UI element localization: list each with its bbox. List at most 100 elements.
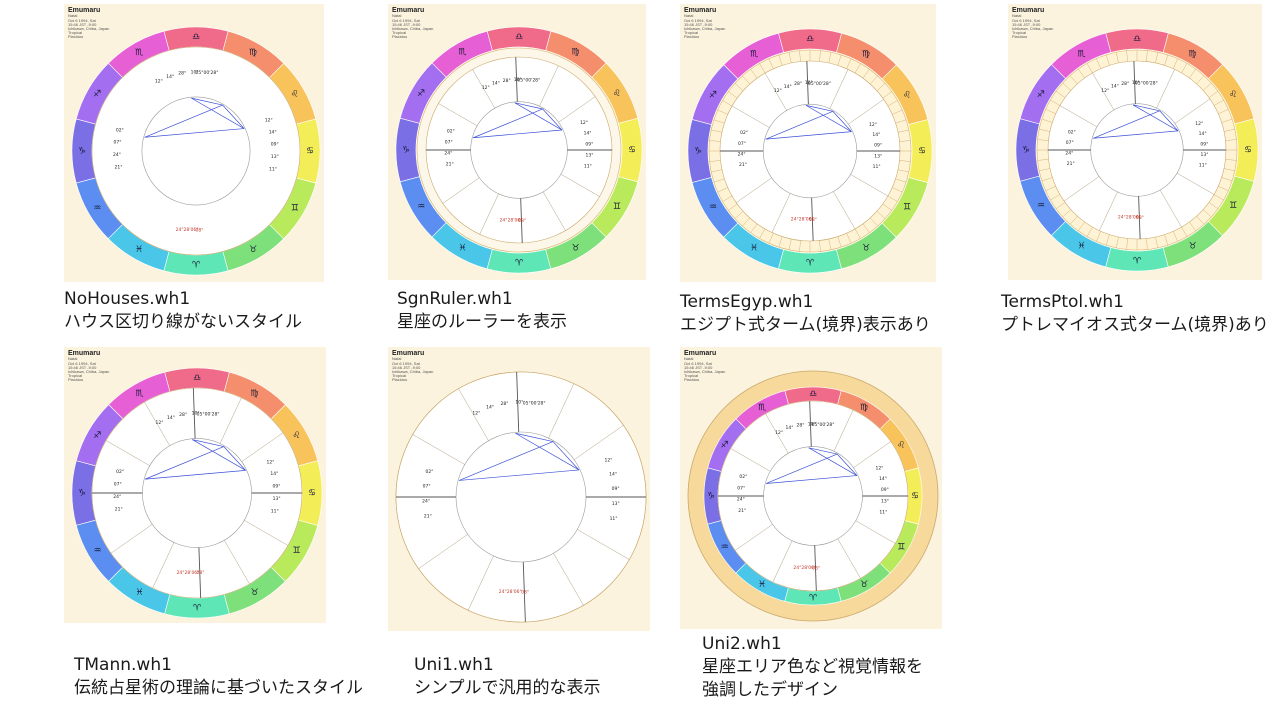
terms-tick xyxy=(846,233,852,244)
terms-tick xyxy=(717,109,728,115)
terms-tick xyxy=(1041,118,1053,123)
planet-label-left: 24° xyxy=(444,151,452,157)
chart-card-uni1[interactable]: Emumaru Natal Oct 6 1994, Sat 15:46 JST … xyxy=(388,347,650,631)
zodiac-glyph: ♓ xyxy=(1077,242,1085,252)
planet-label-top: 10° xyxy=(808,421,816,427)
planet-label-left: 21° xyxy=(446,162,454,168)
planet-label-top: 10° xyxy=(1132,80,1140,86)
zodiac-glyph: ♓ xyxy=(458,243,466,253)
inner-circle xyxy=(470,101,568,199)
terms-tick xyxy=(1045,186,1056,191)
chart-card-tmann[interactable]: Emumaru Natal Oct 6 1994, Sat 15:46 JST … xyxy=(64,347,326,623)
planet-label-top: 12° xyxy=(482,85,490,91)
planet-label-top: 28° xyxy=(501,401,509,407)
zodiac-glyph: ♍ xyxy=(571,48,579,58)
terms-tick xyxy=(1069,75,1078,84)
planet-label-top: 05°00'28° xyxy=(523,400,546,406)
terms-tick xyxy=(862,69,870,79)
terms-tick xyxy=(1203,82,1212,91)
caption-filename: TMann.wh1 xyxy=(74,655,172,675)
planet-label-top: 14° xyxy=(166,74,174,80)
planet-label-top: 05°00'28° xyxy=(196,70,219,76)
aspect-line xyxy=(836,453,858,476)
zodiac-glyph: ♒ xyxy=(721,543,729,553)
terms-tick xyxy=(1173,231,1178,242)
aspect-line xyxy=(765,111,834,140)
zodiac-glyph: ♑ xyxy=(78,147,86,157)
chart-card-termsptol[interactable]: Emumaru Natal Oct 6 1994, Sat 15:46 JST … xyxy=(1008,4,1262,280)
terms-tick xyxy=(1116,237,1119,248)
house-cusp-line xyxy=(1063,176,1100,202)
zodiac-wheel: ♑♒♓♈♉♊♋♌♍♎♏♐05°00'28°10°28°14°12°02°07°2… xyxy=(395,371,647,623)
house-cusp-line xyxy=(458,388,489,441)
planet-label-top: 10° xyxy=(191,69,199,75)
planet-label-bottom: 08° xyxy=(518,218,526,224)
chart-card-termsegyp[interactable]: Emumaru Natal Oct 6 1994, Sat 15:46 JST … xyxy=(680,4,936,282)
chart-header: Emumaru Natal Oct 6 1994, Sat 15:46 JST … xyxy=(684,7,726,40)
terms-tick xyxy=(1224,129,1235,132)
terms-tick xyxy=(1126,238,1128,250)
terms-tick xyxy=(887,100,898,107)
chart-card-uni2[interactable]: Emumaru Natal Oct 6 1994, Sat 15:46 JST … xyxy=(680,347,942,629)
planet-label-left: 07° xyxy=(445,139,453,145)
chart-header: Emumaru Natal Oct 6 1994, Sat 15:46 JST … xyxy=(68,7,110,40)
terms-tick xyxy=(1221,177,1233,182)
terms-tick xyxy=(1225,139,1237,141)
zodiac-glyph: ♐ xyxy=(721,441,729,451)
inner-circle xyxy=(762,103,858,199)
caption-description: 星座エリア色など視覚情報を xyxy=(702,657,923,677)
house-cusp-line xyxy=(1133,61,1136,104)
planet-label-bottom: 08° xyxy=(195,227,203,233)
zodiac-glyph: ♎ xyxy=(515,33,523,43)
zodiac-glyph: ♋ xyxy=(628,146,636,156)
planet-label-bottom: 24°28'06° xyxy=(1118,215,1141,221)
terms-tick xyxy=(837,54,842,66)
house-cusp-line xyxy=(467,555,494,611)
terms-tick xyxy=(799,50,801,62)
terms-tick xyxy=(1039,168,1050,171)
planet-label-bottom: 24°28'06° xyxy=(500,218,523,224)
house-cusp-line xyxy=(412,434,465,465)
terms-tick xyxy=(895,178,907,183)
house-cusp-line xyxy=(520,198,523,243)
house-cusp-line xyxy=(730,448,771,472)
zodiac-glyph: ♋ xyxy=(911,492,919,502)
chart-card-nohouses[interactable]: Emumaru Natal Oct 6 1994, Sat 15:46 JST … xyxy=(64,4,324,282)
zodiac-glyph: ♒ xyxy=(93,204,101,214)
terms-tick xyxy=(728,203,738,211)
terms-tick xyxy=(862,223,870,233)
zodiac-glyph: ♐ xyxy=(93,90,101,100)
aspect-line xyxy=(192,439,246,471)
aspect-line xyxy=(145,446,224,480)
zodiac-glyph: ♓ xyxy=(135,588,143,598)
planet-label-bottom: 08° xyxy=(812,566,820,572)
zodiac-glyph: ♊ xyxy=(613,202,621,212)
inner-circle xyxy=(141,96,251,206)
planet-label-right: 12° xyxy=(580,120,588,126)
zodiac-glyph: ♏ xyxy=(750,50,758,60)
planet-label-right: 14° xyxy=(584,130,592,136)
inner-circle xyxy=(1090,103,1184,197)
terms-tick xyxy=(788,52,792,64)
house-cusp-line xyxy=(198,547,202,598)
terms-tick xyxy=(870,75,878,85)
zodiac-glyph: ♊ xyxy=(1229,201,1237,211)
terms-tick xyxy=(1050,99,1061,106)
terms-tick xyxy=(1096,231,1101,242)
planet-label-left: 24° xyxy=(737,497,745,503)
house-cusp-line xyxy=(814,545,817,591)
caption-description: ハウス区切り線がないスタイル xyxy=(64,312,302,332)
planet-label-right: 09° xyxy=(1200,142,1208,148)
zodiac-glyph: ♍ xyxy=(249,48,257,58)
terms-tick xyxy=(1126,50,1128,62)
aspect-line xyxy=(766,475,857,484)
zodiac-glyph: ♌ xyxy=(903,91,911,101)
chart-header: Emumaru Natal Oct 6 1994, Sat 15:46 JST … xyxy=(68,350,110,383)
chart-card-sgnruler[interactable]: Emumaru Natal Oct 6 1994, Sat 15:46 JST … xyxy=(388,4,646,280)
terms-tick xyxy=(1203,209,1212,218)
planet-label-left: 07° xyxy=(114,481,122,487)
planet-label-top: 12° xyxy=(155,79,163,85)
house-cusp-line xyxy=(110,524,153,554)
terms-tick xyxy=(1146,50,1148,62)
planet-label-right: 09° xyxy=(881,487,889,493)
